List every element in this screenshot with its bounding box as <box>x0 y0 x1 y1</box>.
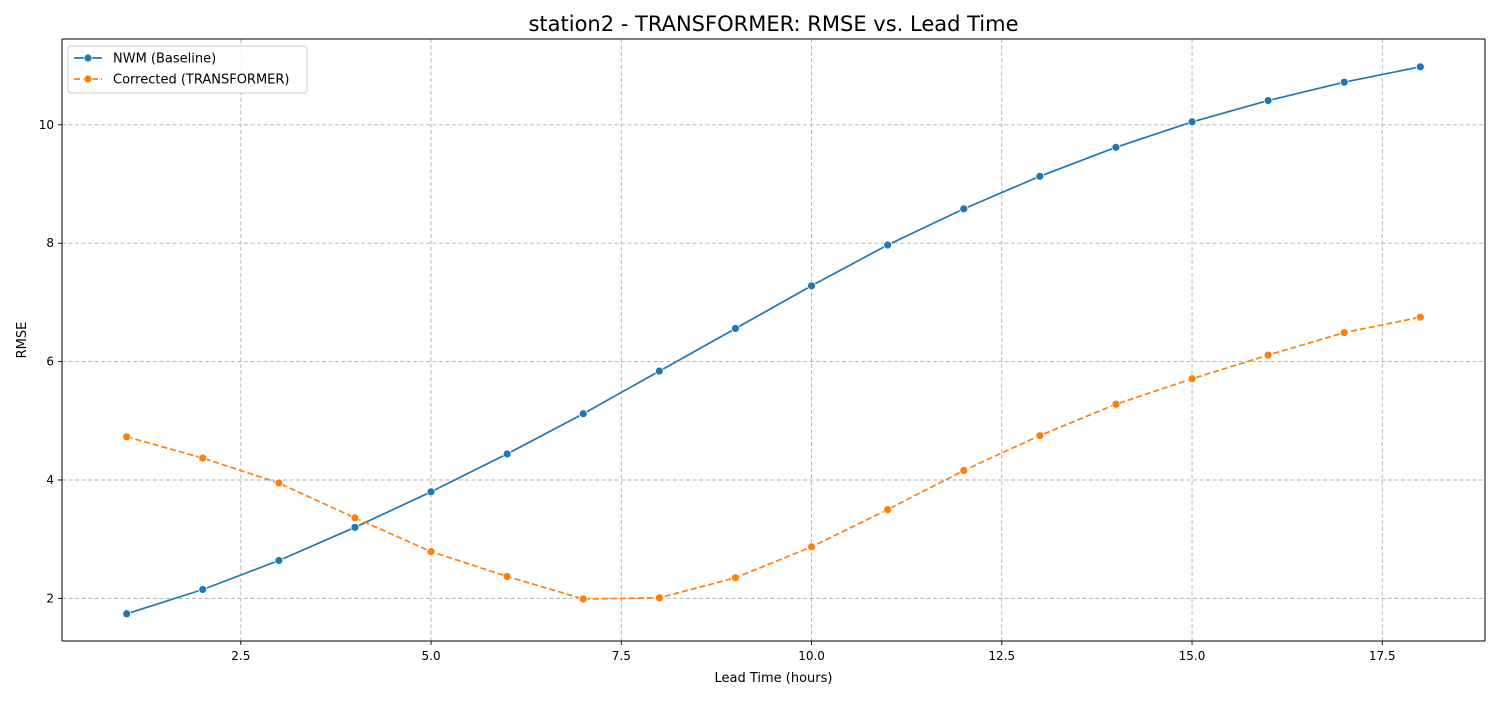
legend-marker-1 <box>83 53 93 63</box>
series-1-point <box>807 281 816 291</box>
series-1-point <box>274 556 284 565</box>
series-2-point <box>1035 431 1045 440</box>
series-1-point <box>959 204 969 214</box>
series-2-point <box>426 547 436 557</box>
y-tick-label: 6 <box>46 355 54 369</box>
legend-label-1: NWM (Baseline) <box>113 52 216 67</box>
series-2-point <box>198 453 208 463</box>
series-1-point <box>883 240 893 250</box>
x-tick-label: 15.0 <box>1179 649 1206 663</box>
series-2-point <box>1187 374 1197 384</box>
series-1-point <box>1415 62 1425 72</box>
series-1-point <box>1035 171 1045 181</box>
y-tick-label: 2 <box>46 591 54 605</box>
series-2-point <box>502 572 512 581</box>
plot-area-frame <box>61 38 1486 642</box>
series-2-point <box>274 478 284 488</box>
y-tick-label: 8 <box>46 236 54 250</box>
x-tick-label: 12.5 <box>988 649 1015 663</box>
x-tick-label: 10.0 <box>798 649 825 663</box>
series-2-point <box>1339 328 1349 338</box>
series-1-point <box>502 449 512 459</box>
series-1-point <box>122 609 132 619</box>
x-tick-label: 2.5 <box>231 649 250 663</box>
legend-frame <box>67 45 308 94</box>
series-1-point <box>1111 142 1121 152</box>
series-layer <box>122 62 1425 619</box>
series-1-point <box>654 366 664 376</box>
series-2-point <box>654 593 664 603</box>
series-2-point <box>731 573 740 583</box>
series-2-point <box>1415 312 1425 322</box>
chart-legend: NWM (Baseline) Corrected (TRANSFORMER) <box>67 45 308 94</box>
series-1-point <box>198 585 208 594</box>
series-1-point <box>1187 117 1197 127</box>
series-2-point <box>883 505 893 514</box>
legend-label-2: Corrected (TRANSFORMER) <box>113 73 290 88</box>
y-tick-label: 4 <box>46 473 54 487</box>
x-axis-label: Lead Time (hours) <box>714 671 832 686</box>
series-2-point <box>959 466 969 475</box>
y-tick-label: 10 <box>39 118 54 132</box>
series-line-1 <box>126 65 1421 615</box>
series-1-point <box>426 487 436 497</box>
tick-layer: 2.5 5.0 7.5 10.0 12.5 15.0 17.5 2 4 6 8 10 <box>39 118 1396 663</box>
y-axis-label: RMSE <box>15 322 30 359</box>
series-2-point <box>122 432 132 442</box>
series-1-point <box>1339 77 1349 87</box>
series-2-point <box>1263 350 1273 360</box>
x-tick-label: 5.0 <box>422 649 441 663</box>
series-2-point <box>350 513 360 523</box>
legend-marker-2 <box>83 74 93 84</box>
chart-title: station2 - TRANSFORMER: RMSE vs. Lead Ti… <box>528 12 1018 36</box>
series-2-point <box>807 542 816 552</box>
series-line-2 <box>126 316 1421 600</box>
x-tick-label: 7.5 <box>612 649 631 663</box>
series-2-point <box>578 594 588 604</box>
series-1-point <box>1263 96 1273 105</box>
series-2-point <box>1111 399 1121 409</box>
grid-layer <box>62 39 1485 641</box>
series-1-point <box>731 324 740 333</box>
series-1-point <box>578 409 588 419</box>
series-1-point <box>350 522 360 532</box>
x-tick-label: 17.5 <box>1369 649 1396 663</box>
